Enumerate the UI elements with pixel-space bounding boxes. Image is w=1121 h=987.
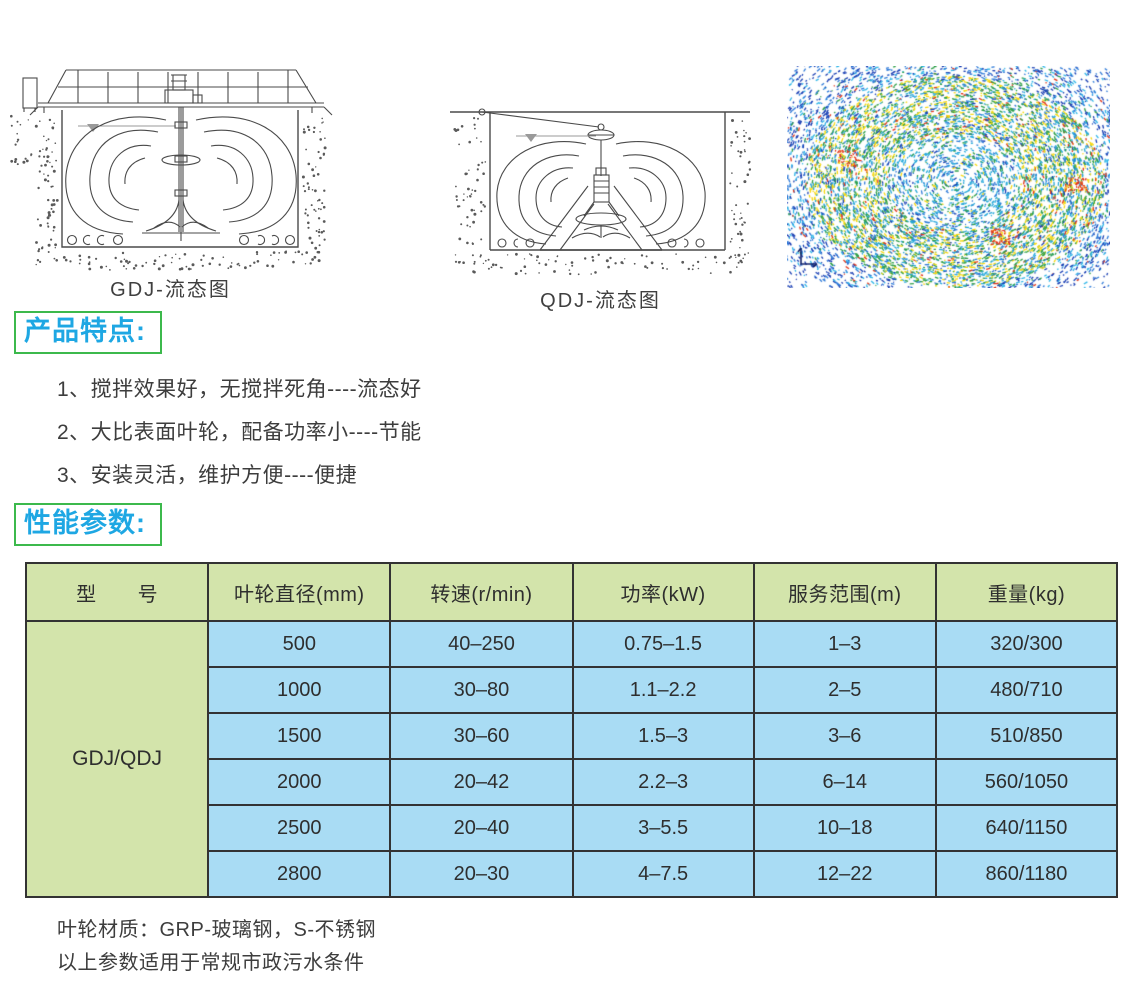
- gdj-flow-diagram-svg: [10, 69, 333, 271]
- footnotes: 叶轮材质：GRP-玻璃钢，S-不锈钢 以上参数适用于常规市政污水条件: [57, 914, 376, 980]
- cell-speed: 30–60: [389, 712, 574, 760]
- cell-service-range: 10–18: [752, 804, 937, 852]
- cell-service-range: 6–14: [752, 758, 937, 806]
- header-service-range: 服务范围(m): [752, 562, 937, 622]
- cell-power: 3–5.5: [571, 804, 755, 852]
- cell-weight: 860/1180: [934, 850, 1119, 898]
- cell-speed: 20–30: [389, 850, 574, 898]
- feature-item: 1、搅拌效果好，无搅拌死角----流态好: [57, 378, 422, 401]
- table-row: 1000 30–80 1.1–2.2 2–5 480/710: [26, 666, 1119, 714]
- cell-diameter: 2000: [207, 758, 392, 806]
- features-title: 产品特点:: [14, 311, 162, 355]
- cfd-simulation-image: [787, 66, 1110, 288]
- header-impeller-diameter: 叶轮直径(mm): [207, 562, 392, 622]
- cell-power: 2.2–3: [571, 758, 755, 806]
- table-row: GDJ/QDJ 500 40–250 0.75–1.5 1–3 320/300: [24, 620, 1119, 898]
- cell-service-range: 12–22: [752, 850, 937, 898]
- table-header-row: 型 号 叶轮直径(mm) 转速(r/min) 功率(kW) 服务范围(m) 重量…: [24, 562, 1119, 622]
- performance-table: 型 号 叶轮直径(mm) 转速(r/min) 功率(kW) 服务范围(m) 重量…: [24, 562, 1119, 898]
- cell-weight: 640/1150: [934, 804, 1119, 852]
- qdj-flow-diagram: [448, 98, 753, 278]
- parameters-title: 性能参数:: [14, 503, 162, 547]
- cell-power: 1.5–3: [571, 712, 755, 760]
- header-model: 型 号: [24, 562, 210, 622]
- cell-diameter: 1000: [207, 666, 392, 714]
- cell-weight: 510/850: [934, 712, 1119, 760]
- cell-service-range: 1–3: [752, 620, 937, 668]
- qdj-caption: QDJ-流态图: [540, 290, 661, 312]
- header-power: 功率(kW): [571, 562, 755, 622]
- cell-diameter: 2500: [207, 804, 392, 852]
- cell-power: 4–7.5: [571, 850, 755, 898]
- table-row: 2500 20–40 3–5.5 10–18 640/1150: [26, 804, 1119, 852]
- table-row: 2800 20–30 4–7.5 12–22 860/1180: [26, 850, 1119, 898]
- features-list: 1、搅拌效果好，无搅拌死角----流态好 2、大比表面叶轮，配备功率小----节…: [57, 368, 422, 497]
- table-row: 1500 30–60 1.5–3 3–6 510/850: [26, 712, 1119, 760]
- note-material: 叶轮材质：GRP-玻璃钢，S-不锈钢: [57, 919, 376, 941]
- gdj-soil-stipple: [10, 114, 327, 271]
- qdj-flow-diagram-svg: [450, 108, 752, 276]
- cell-weight: 320/300: [934, 620, 1119, 668]
- feature-item: 3、安装灵活，维护方便----便捷: [57, 464, 358, 487]
- note-conditions: 以上参数适用于常规市政污水条件: [57, 952, 365, 974]
- qdj-soil-stipple: [453, 117, 752, 276]
- cell-weight: 560/1050: [934, 758, 1119, 806]
- model-cell: GDJ/QDJ: [24, 620, 210, 898]
- cell-diameter: 1500: [207, 712, 392, 760]
- cell-power: 0.75–1.5: [571, 620, 755, 668]
- cell-speed: 20–42: [389, 758, 574, 806]
- cell-speed: 40–250: [389, 620, 574, 668]
- header-weight: 重量(kg): [934, 562, 1119, 622]
- cell-service-range: 3–6: [752, 712, 937, 760]
- cell-service-range: 2–5: [752, 666, 937, 714]
- cell-speed: 20–40: [389, 804, 574, 852]
- cell-diameter: 2800: [207, 850, 392, 898]
- cell-diameter: 500: [207, 620, 392, 668]
- gdj-caption: GDJ-流态图: [110, 279, 231, 301]
- table-row: 2000 20–42 2.2–3 6–14 560/1050: [26, 758, 1119, 806]
- cell-weight: 480/710: [934, 666, 1119, 714]
- gdj-flow-diagram: [8, 60, 333, 272]
- cell-speed: 30–80: [389, 666, 574, 714]
- feature-item: 2、大比表面叶轮，配备功率小----节能: [57, 421, 422, 444]
- cell-power: 1.1–2.2: [571, 666, 755, 714]
- header-speed: 转速(r/min): [389, 562, 574, 622]
